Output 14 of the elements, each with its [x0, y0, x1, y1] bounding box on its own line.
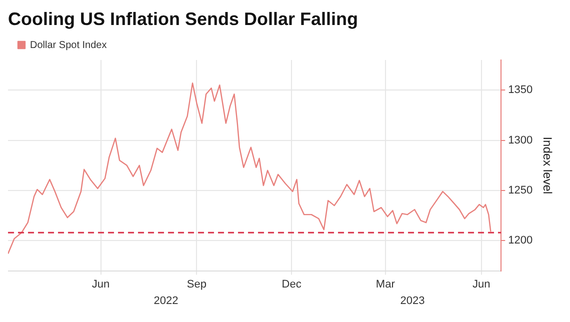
y-tick-label: 1200 — [508, 234, 533, 247]
x-tick-label: Mar — [376, 278, 396, 290]
y-axis-title: Index level — [540, 136, 554, 194]
text: 2022 — [154, 294, 178, 307]
x-tick-label: Dec — [282, 278, 302, 290]
legend-label: Dollar Spot Index — [30, 40, 107, 51]
x-tick-label: Jun — [472, 278, 490, 290]
x-tick-label: Jun — [92, 278, 110, 290]
y-tick-label: 1350 — [508, 84, 533, 96]
x-tick-label: Sep — [186, 278, 206, 290]
y-tick-label: 1250 — [508, 184, 533, 197]
chart-title: Cooling US Inflation Sends Dollar Falling — [8, 8, 360, 30]
text: 2023 — [400, 294, 425, 307]
y-tick-label: 1300 — [508, 134, 533, 146]
